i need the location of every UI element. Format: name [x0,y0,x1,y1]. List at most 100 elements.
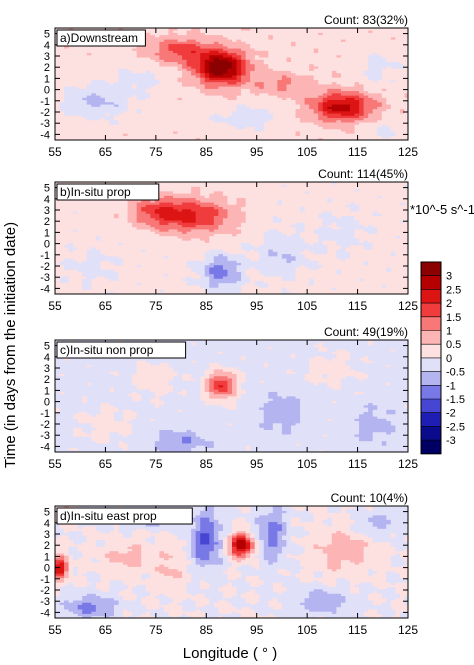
heatmap-cell [309,54,315,58]
heatmap-cell [195,81,201,85]
heatmap-cell [177,92,183,96]
heatmap-cell [104,224,110,228]
heatmap-cell [281,68,287,71]
heatmap-cell [64,199,70,203]
heatmap-cell [77,75,83,78]
heatmap-cell [123,282,129,286]
heatmap-cell [368,115,374,118]
heatmap-cell [304,43,310,47]
heatmap-cell [104,267,110,270]
heatmap-cell [241,72,247,76]
heatmap-cell [177,77,183,80]
heatmap-cell [359,50,365,54]
heatmap-cell [277,92,283,96]
heatmap-cell [245,86,251,89]
heatmap-cell [123,101,129,105]
heatmap-cell [104,231,110,234]
heatmap-cell [82,59,88,62]
heatmap-cell [236,115,242,118]
heatmap-cell [390,39,396,42]
heatmap-cell [177,88,183,92]
heatmap-cell [145,122,151,125]
heatmap-cell [136,61,142,65]
heatmap-cell [95,106,101,110]
heatmap-cell [109,110,115,114]
heatmap-cell [91,92,97,96]
heatmap-cell [132,104,138,107]
heatmap-cell [232,45,237,49]
heatmap-cell [104,285,110,288]
heatmap-cell [127,50,133,54]
heatmap-cell [250,90,256,94]
heatmap-cell [132,101,138,105]
heatmap-cell [395,119,401,123]
heatmap-cell [100,137,106,140]
heatmap-cell [304,117,310,121]
heatmap-cell [145,117,151,121]
heatmap-cell [191,79,197,83]
heatmap-cell [100,285,106,288]
heatmap-cell [127,240,133,243]
heatmap-cell [236,88,242,92]
heatmap-cell [281,48,287,51]
heatmap-cell [399,117,405,121]
heatmap-cell [359,63,365,67]
heatmap-cell [300,75,306,78]
heatmap-cell [213,30,219,33]
heatmap-cell [100,66,106,69]
heatmap-cell [186,122,192,125]
heatmap-cell [286,99,292,103]
heatmap-cell [331,43,337,47]
heatmap-cell [254,88,260,92]
heatmap-cell [91,199,97,203]
heatmap-cell [286,45,292,49]
heatmap-cell [250,59,256,62]
heatmap-cell [295,90,301,94]
heatmap-cell [200,133,206,136]
heatmap-cell [173,43,178,47]
heatmap-cell [259,119,265,123]
heatmap-cell [64,276,70,279]
heatmap-cell [91,59,97,62]
heatmap-cell [118,217,124,221]
heatmap-cell [82,106,88,110]
heatmap-cell [336,45,342,49]
heatmap-cell [77,226,83,230]
heatmap-cell [345,48,351,51]
heatmap-cell [277,99,283,103]
heatmap-cell [318,95,324,98]
heatmap-cell [86,289,92,293]
heatmap-cell [236,113,242,116]
heatmap-cell [259,50,265,54]
heatmap-cell [277,124,283,127]
heatmap-cell [55,52,60,56]
heatmap-cell [109,92,115,96]
heatmap-cell [390,104,396,107]
heatmap-cell [64,222,70,225]
heatmap-cell [386,50,392,54]
heatmap-cell [123,54,129,58]
heatmap-cell [132,285,138,288]
heatmap-cell [340,99,346,103]
heatmap-cell [227,99,233,103]
heatmap-cell [123,226,129,230]
heatmap-cell [73,233,79,237]
heatmap-cell [73,220,79,223]
heatmap-cell [304,106,310,110]
heatmap-cell [127,48,133,51]
heatmap-cell [68,61,74,65]
heatmap-cell [340,48,346,51]
heatmap-cell [368,110,374,114]
heatmap-cell [250,108,256,112]
heatmap-cell [104,278,110,281]
heatmap-cell [227,84,233,87]
heatmap-cell [150,137,156,140]
heatmap-cell [145,45,151,49]
heatmap-cell [59,137,65,140]
heatmap-cell [123,131,129,134]
heatmap-cell [114,273,119,277]
heatmap-cell [150,52,156,56]
heatmap-cell [77,253,83,257]
heatmap-cell [363,133,369,136]
heatmap-cell [73,84,79,87]
